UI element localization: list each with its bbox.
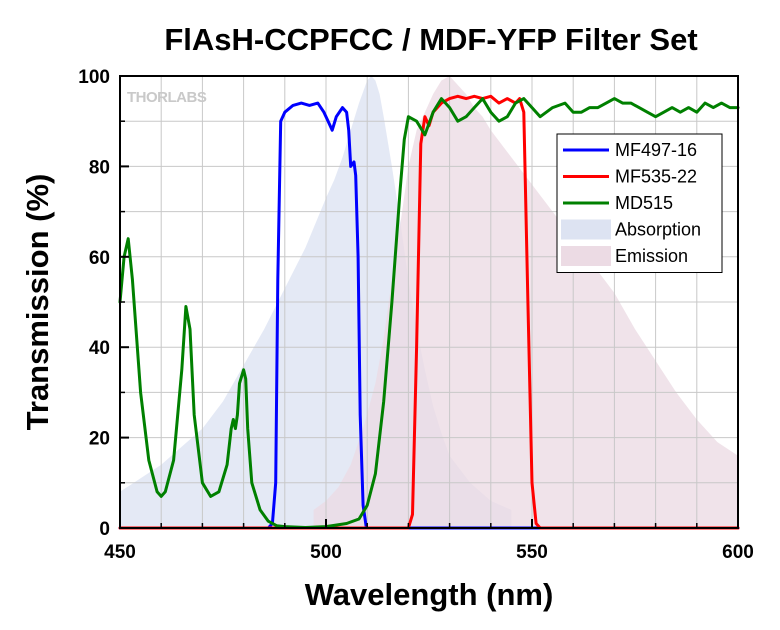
series-line-mf497-16 xyxy=(118,101,740,530)
series-line-mf535-22 xyxy=(118,94,740,530)
x-tick-label: 500 xyxy=(310,542,342,563)
legend-label: MF535-22 xyxy=(615,167,697,187)
x-axis-title: Wavelength (nm) xyxy=(305,577,554,612)
series-line-md515 xyxy=(118,97,740,529)
y-tick-label: 40 xyxy=(89,338,110,359)
legend-label: Absorption xyxy=(615,220,701,240)
y-tick-label: 60 xyxy=(89,248,110,269)
legend-label: MD515 xyxy=(615,193,673,213)
thorlabs-logo: THORLABS xyxy=(127,89,207,106)
y-tick-label: 20 xyxy=(89,429,110,450)
legend-label: MF497-16 xyxy=(615,140,697,160)
legend-swatch xyxy=(561,246,611,266)
x-tick-label: 550 xyxy=(516,542,548,563)
x-tick-label: 600 xyxy=(722,542,754,563)
y-tick-label: 100 xyxy=(78,67,110,88)
y-tick-label: 0 xyxy=(99,519,110,540)
x-tick-label: 450 xyxy=(104,542,136,563)
y-axis-title: Transmission (%) xyxy=(20,174,55,431)
legend-label: Emission xyxy=(615,246,688,266)
y-tick-label: 80 xyxy=(89,157,110,178)
legend: MF497-16 MF535-22 MD515 Absorption Emission xyxy=(556,133,723,273)
chart-title: FlAsH-CCPFCC / MDF-YFP Filter Set xyxy=(164,22,697,57)
legend-swatch xyxy=(561,219,611,240)
